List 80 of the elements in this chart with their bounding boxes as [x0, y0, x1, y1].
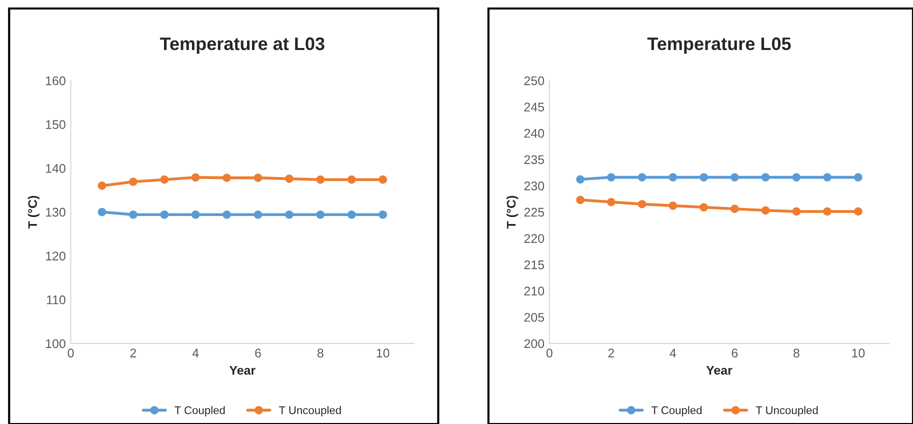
y-tick-label: 160: [46, 76, 66, 86]
y-tick-label: 225: [524, 208, 544, 217]
point: [638, 200, 646, 208]
point: [668, 202, 678, 210]
x-tick-label: 6: [732, 348, 738, 358]
point: [160, 175, 169, 184]
legend-label: T Uncoupled: [756, 406, 818, 416]
legend-label: T Uncoupled: [279, 406, 341, 416]
point: [316, 175, 325, 184]
point: [761, 206, 770, 215]
point: [730, 204, 739, 214]
x-axis-title: Year: [706, 366, 732, 375]
point: [607, 173, 616, 182]
y-tick-label: 140: [46, 164, 66, 173]
y-tick-label: 215: [524, 260, 544, 270]
y-tick-label: 240: [524, 128, 544, 138]
point: [607, 198, 616, 206]
point: [854, 173, 862, 182]
y-tick-label: 230: [524, 182, 544, 190]
y-tick-label: 100: [46, 339, 66, 348]
y-axis-title: T (°C): [506, 196, 518, 229]
point: [222, 210, 231, 219]
x-tick-label: 4: [192, 348, 199, 358]
point: [285, 174, 294, 183]
y-tick-label: 250: [524, 76, 544, 86]
point: [191, 210, 200, 219]
x-tick-label: 0: [68, 348, 74, 358]
point: [129, 178, 138, 186]
legend-label: T Coupled: [174, 406, 225, 416]
point: [854, 207, 862, 216]
legend-label: T Coupled: [651, 406, 702, 416]
point: [160, 210, 169, 219]
point: [347, 210, 356, 219]
point: [700, 203, 708, 212]
y-tick-label: 235: [524, 155, 544, 164]
point: [761, 173, 770, 182]
point: [823, 173, 832, 182]
point: [98, 208, 106, 216]
y-tick-label: 205: [524, 312, 544, 322]
y-tick-label: 150: [46, 120, 66, 130]
x-tick-label: 4: [670, 348, 676, 358]
x-tick-label: 8: [317, 348, 324, 358]
point: [191, 173, 200, 182]
x-tick-label: 10: [852, 348, 865, 358]
point: [347, 175, 356, 184]
y-tick-label: 120: [46, 252, 66, 260]
y-axis-title: T (°C): [28, 196, 40, 229]
point: [254, 210, 262, 219]
x-axis-title: Year: [229, 366, 256, 375]
point: [254, 174, 262, 182]
chart-title: Temperature at L03: [160, 37, 324, 54]
point: [638, 173, 646, 182]
y-tick-label: 130: [46, 208, 66, 217]
point: [576, 196, 584, 204]
point: [730, 173, 739, 182]
point: [378, 210, 388, 219]
y-tick-label: 200: [524, 339, 544, 348]
point: [222, 174, 231, 182]
point: [316, 210, 325, 219]
point: [129, 210, 138, 219]
y-tick-label: 210: [524, 286, 544, 296]
chart-title: Temperature L05: [647, 37, 791, 54]
point: [98, 182, 106, 190]
x-tick-label: 2: [130, 348, 136, 358]
x-tick-label: 6: [255, 348, 261, 358]
x-tick-label: 10: [376, 348, 390, 358]
point: [700, 173, 708, 182]
point: [823, 207, 832, 216]
point: [792, 207, 801, 216]
x-tick-label: 2: [608, 348, 614, 358]
x-tick-label: 0: [546, 348, 552, 358]
x-tick-label: 8: [794, 348, 800, 358]
point: [285, 210, 294, 219]
point: [792, 173, 801, 182]
point: [576, 175, 584, 184]
y-tick-label: 110: [46, 295, 66, 304]
y-tick-label: 245: [524, 102, 544, 112]
point: [378, 175, 388, 184]
point: [668, 173, 678, 182]
y-tick-label: 220: [524, 234, 544, 243]
